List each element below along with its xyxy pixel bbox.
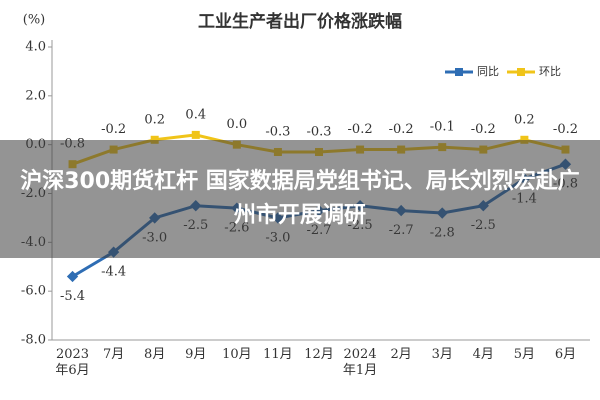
data-label: 0.0 — [227, 117, 248, 132]
x-tick-label: 2023年6月 — [55, 347, 90, 378]
x-tick-label: 9月 — [185, 347, 207, 362]
x-tick-label: 8月 — [144, 347, 166, 362]
legend-marker — [517, 68, 525, 76]
data-label: -0.2 — [101, 122, 126, 137]
x-tick-label: 2月 — [390, 347, 412, 362]
y-tick-label: -6.0 — [21, 284, 46, 299]
chart-title: 工业生产者出厂价格涨跌幅 — [198, 11, 402, 32]
y-tick-label: 2.0 — [25, 88, 46, 103]
y-tick-label: 4.0 — [25, 40, 46, 55]
data-label: -0.1 — [430, 120, 455, 135]
point — [520, 135, 529, 144]
data-label: -0.2 — [389, 122, 414, 137]
data-label: 0.2 — [144, 112, 165, 127]
data-label: -0.2 — [553, 122, 578, 137]
headline-banner: 沪深300期货杠杆 国家数据局党组书记、局长刘烈宏赴广州市开展调研 — [0, 140, 600, 258]
data-label: 0.2 — [514, 112, 535, 127]
x-tick-label: 10月 — [222, 347, 252, 362]
x-tick-label: 12月 — [304, 347, 334, 362]
point — [191, 130, 200, 139]
data-label: -4.4 — [101, 265, 126, 280]
data-label: 0.4 — [185, 107, 206, 122]
legend-label: 同比 — [477, 65, 499, 78]
data-label: -0.3 — [306, 124, 331, 139]
y-axis-label: (%) — [23, 13, 46, 28]
legend-marker — [455, 68, 463, 76]
data-label: -0.2 — [471, 122, 496, 137]
x-tick-label: 6月 — [554, 347, 577, 362]
data-label: -0.2 — [348, 122, 373, 137]
legend-label: 环比 — [539, 65, 561, 78]
x-tick-label: 3月 — [431, 347, 453, 362]
data-label: -0.3 — [265, 124, 290, 139]
headline: 沪深300期货杠杆 国家数据局党组书记、局长刘烈宏赴广州市开展调研 — [20, 169, 580, 228]
x-tick-label: 7月 — [102, 347, 125, 362]
x-tick-label: 11月 — [263, 347, 293, 362]
x-tick-label: 5月 — [513, 347, 536, 362]
data-label: -5.4 — [60, 289, 85, 304]
y-tick-label: -8.0 — [21, 333, 46, 348]
point — [150, 135, 159, 144]
x-tick-label: 4月 — [472, 347, 494, 362]
x-tick-label: 2024年1月 — [342, 347, 378, 378]
